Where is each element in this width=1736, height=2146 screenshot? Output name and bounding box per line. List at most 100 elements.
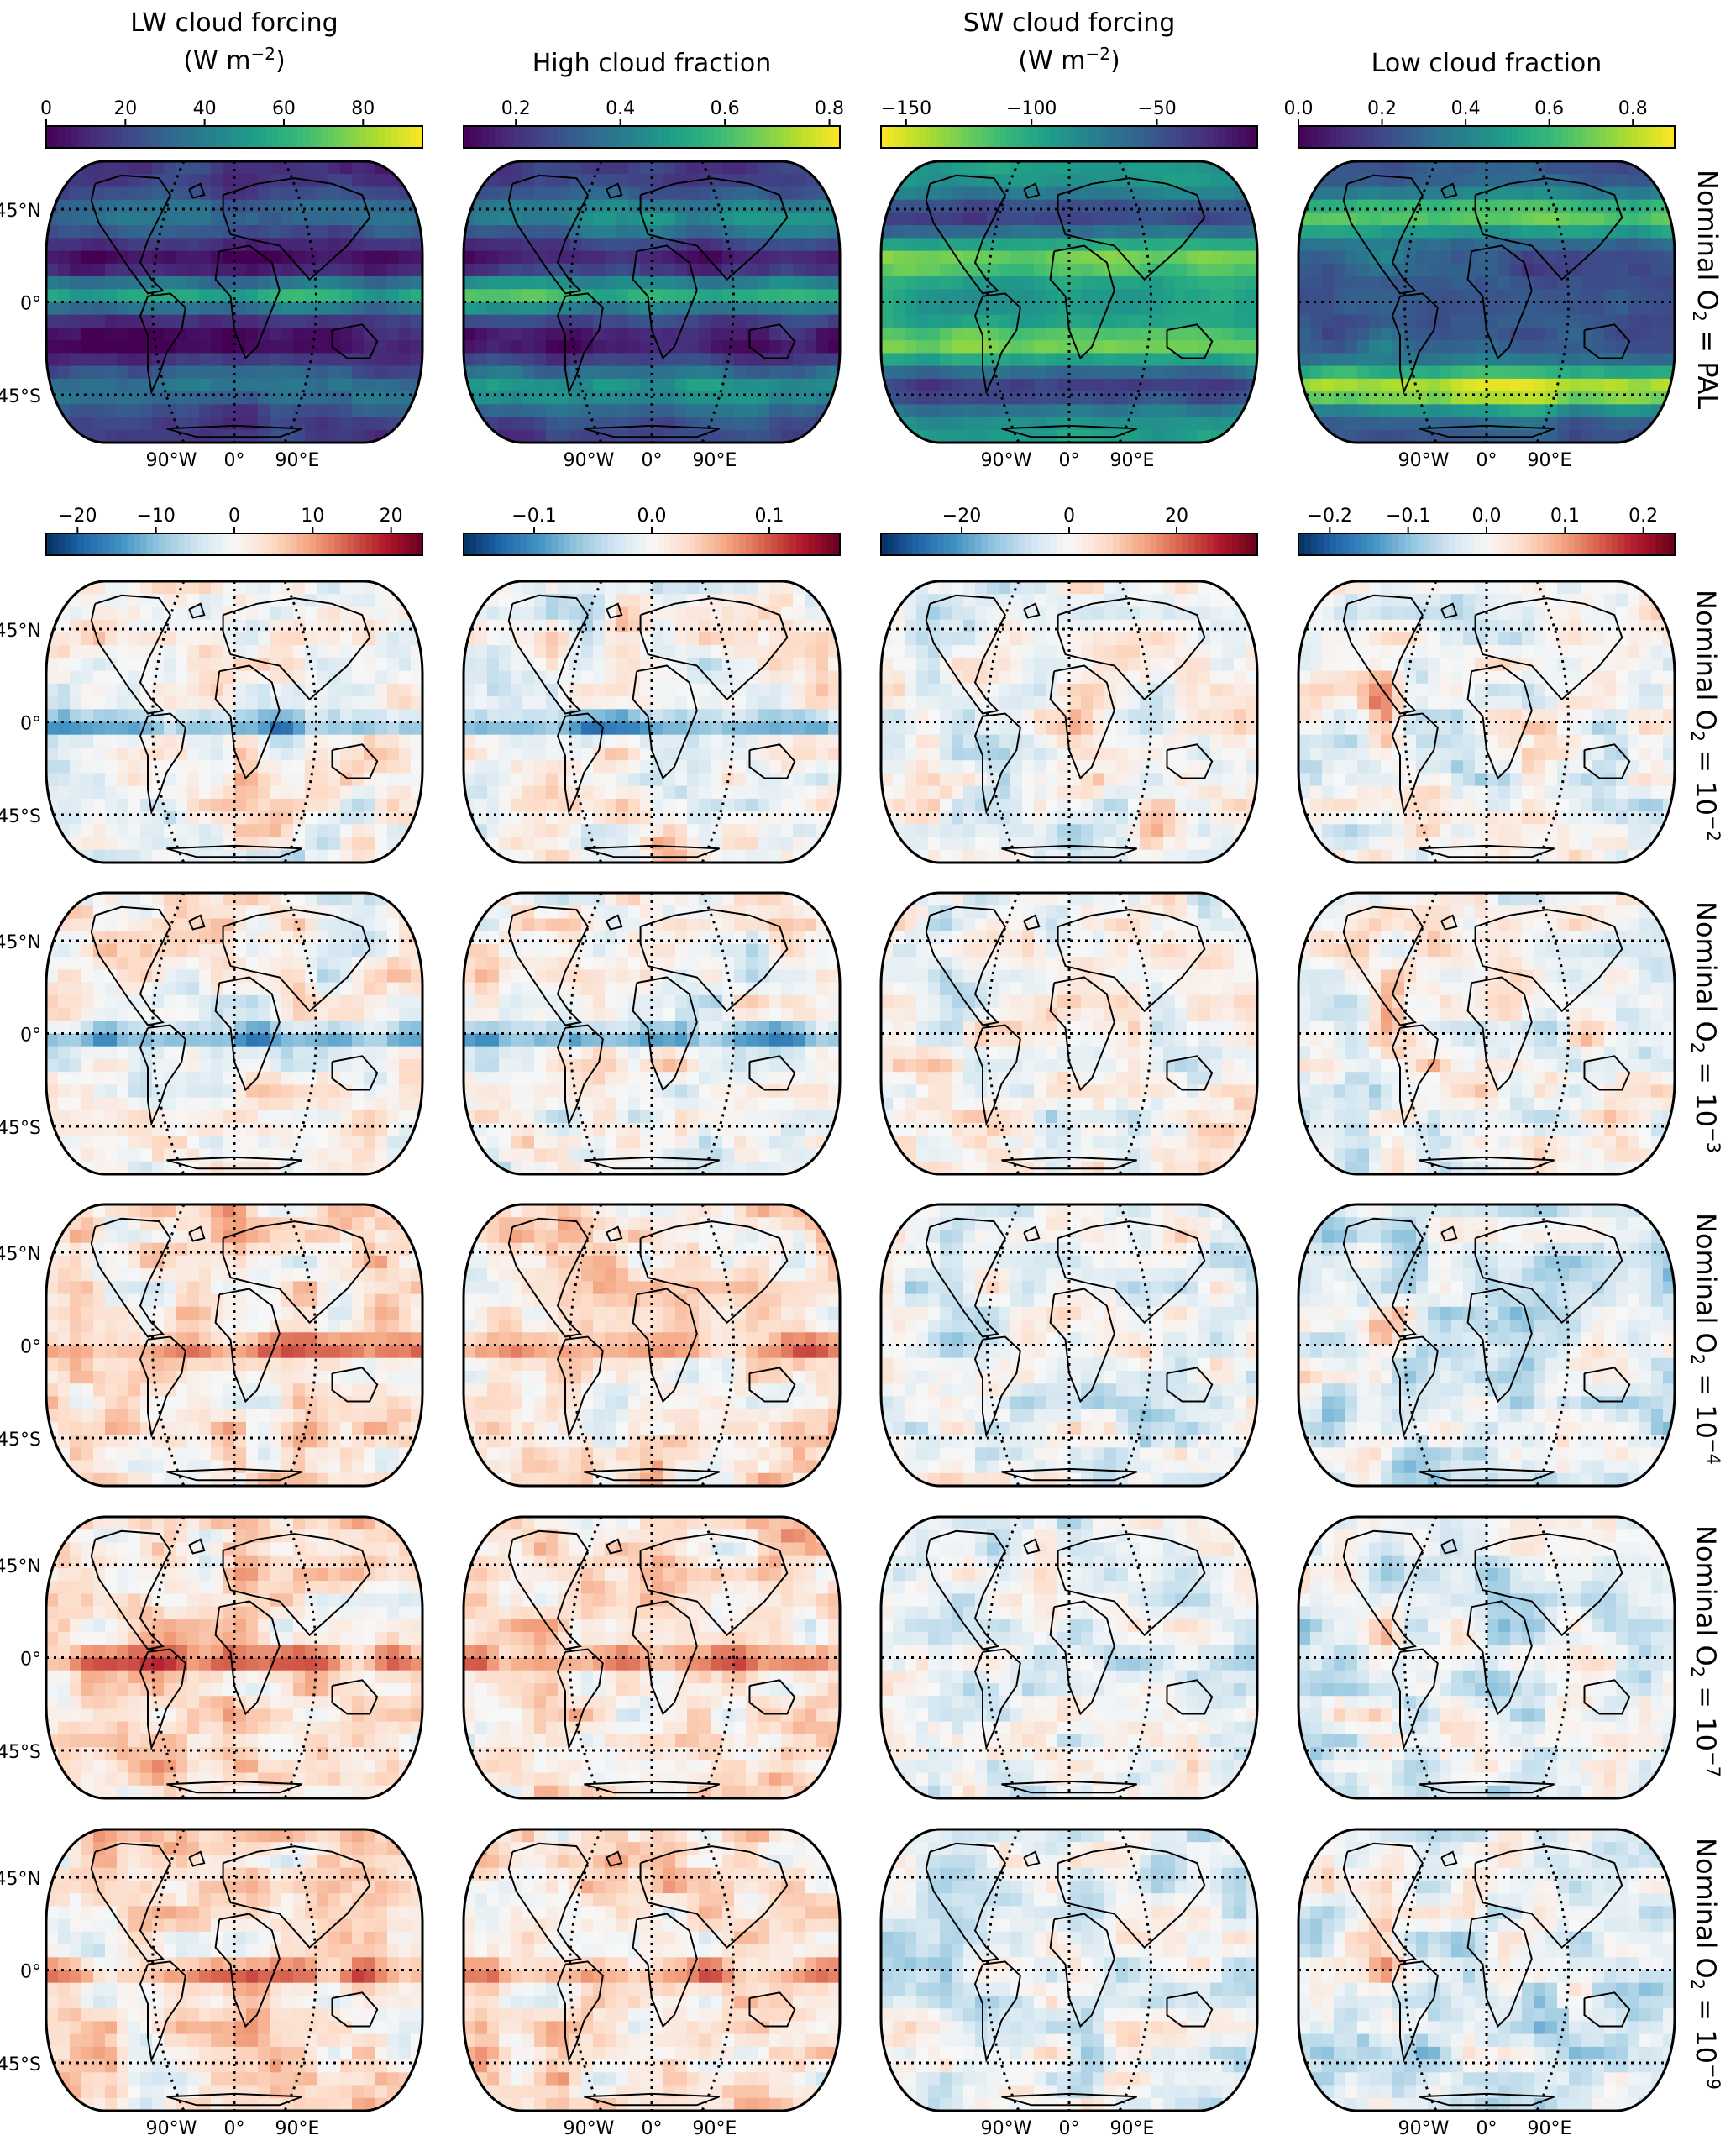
coastline [1342,174,1631,438]
colorbar-tick-label: −0.1 [1386,506,1430,527]
coastline [90,594,379,858]
map-panel: 45°N 0° 45°S [0,1203,424,1488]
graticule [464,581,840,863]
map-frame [462,580,842,864]
map-panel: 90°W 0° 90°E [879,160,1259,471]
colorbar-tick-label: 0.0 [1472,506,1502,527]
map-frame [879,891,1259,1176]
map-frame [1297,580,1676,864]
lat-label: 45°N [0,1556,41,1577]
map-field [1298,161,1675,443]
map-field [46,1517,422,1798]
lat-label: 0° [20,1026,41,1047]
graticule [1298,581,1675,863]
lat-label: 0° [20,1962,41,1983]
map-field [464,581,840,863]
colorbar-tick-label: 10 [301,506,324,527]
column-title-line1: Low cloud fraction [1371,49,1602,78]
lat-label: 45°N [0,201,41,222]
lon-label: 0° [1059,2118,1080,2139]
map-panel [879,1515,1259,1800]
row-label: Nominal O2 = 10−3 [1687,901,1723,1153]
lon-label: 90°E [1528,2118,1572,2139]
map-panel: 45°N 0° 45°S [0,1515,424,1800]
coastline [925,905,1214,1170]
graticule [881,893,1257,1174]
map-frame [462,1828,842,2112]
coastline [925,594,1214,858]
colorbar: −20 0 20 [880,506,1258,556]
lon-label: 90°E [275,450,320,471]
graticule [1298,1204,1675,1486]
lon-label: 90°E [1528,450,1572,471]
lat-label: 45°S [0,1118,41,1139]
graticule [1298,893,1675,1174]
map-frame [879,1203,1259,1488]
colorbar-tick-label: 0.6 [1534,98,1564,119]
lon-label: 0° [224,2118,245,2139]
map-field [46,581,422,863]
colorbar-tick-label: 0 [228,506,240,527]
graticule [881,581,1257,863]
map-frame [879,1828,1259,2112]
map-field [464,1517,840,1798]
colorbar-tick-label: 20 [113,98,137,119]
graticule [1298,1829,1675,2111]
map-frame [45,160,424,444]
map-panel [1297,1203,1676,1488]
coastline [925,1217,1214,1482]
coastline [507,905,796,1170]
map-frame [45,580,424,864]
map-field [46,1204,422,1486]
map-field [46,1829,422,2111]
colorbar-tick-label: −10 [136,506,175,527]
colorbar-tick-label: 0 [1063,506,1075,527]
colorbar-tick-label: 0.0 [637,506,667,527]
colorbar: 0.2 0.4 0.6 0.8 [463,98,844,149]
coastline [90,905,379,1170]
map-frame [462,160,842,444]
map-frame [45,891,424,1176]
map-panel [879,580,1259,864]
lon-label: 0° [1476,2118,1497,2139]
colorbar-tick-label: 0.4 [1451,98,1481,119]
graticule [464,1517,840,1798]
coastline [507,174,796,438]
map-frame [879,580,1259,864]
graticule [464,893,840,1174]
colorbar-tick-label: 0.1 [1550,506,1580,527]
lon-label: 90°E [1110,2118,1155,2139]
map-frame [879,1515,1259,1800]
map-panel [462,891,842,1176]
map-field [46,161,422,443]
column-title-line2: (W m−2) [1018,44,1120,76]
coastline [90,1217,379,1482]
map-panel: 90°W 0° 90°E [1297,160,1676,471]
lat-label: 45°S [0,1430,41,1451]
lat-label: 45°N [0,932,41,953]
graticule [881,161,1257,443]
colorbar-tick-label: −20 [942,506,981,527]
row-label: Nominal O2 = 10−7 [1687,1525,1723,1777]
lon-label: 90°E [1110,450,1155,471]
map-field [881,893,1257,1174]
map-frame [45,1203,424,1488]
lon-label: 90°W [1398,2118,1450,2139]
colorbar-tick-label: −50 [1137,98,1176,119]
map-panel: 45°N 0° 45°S [0,891,424,1176]
map-frame [462,891,842,1176]
lon-label: 90°E [693,2118,737,2139]
map-panel: 45°N 0° 45°S 90°W 0° 90°E [0,160,424,471]
column-title: Low cloud fraction [1289,49,1684,79]
row-label: Nominal O2 = PAL [1689,170,1723,410]
map-frame [462,1203,842,1488]
map-panel [879,891,1259,1176]
colorbar-tick-label: 20 [380,506,403,527]
lon-label: 0° [1059,450,1080,471]
map-field [1298,1517,1675,1798]
lon-label: 90°W [564,450,615,471]
column-title-line2: (W m−2) [183,44,286,76]
map-panel [462,1515,842,1800]
map-frame [1297,1515,1676,1800]
colorbar: −20 −10 0 10 20 [45,506,423,556]
